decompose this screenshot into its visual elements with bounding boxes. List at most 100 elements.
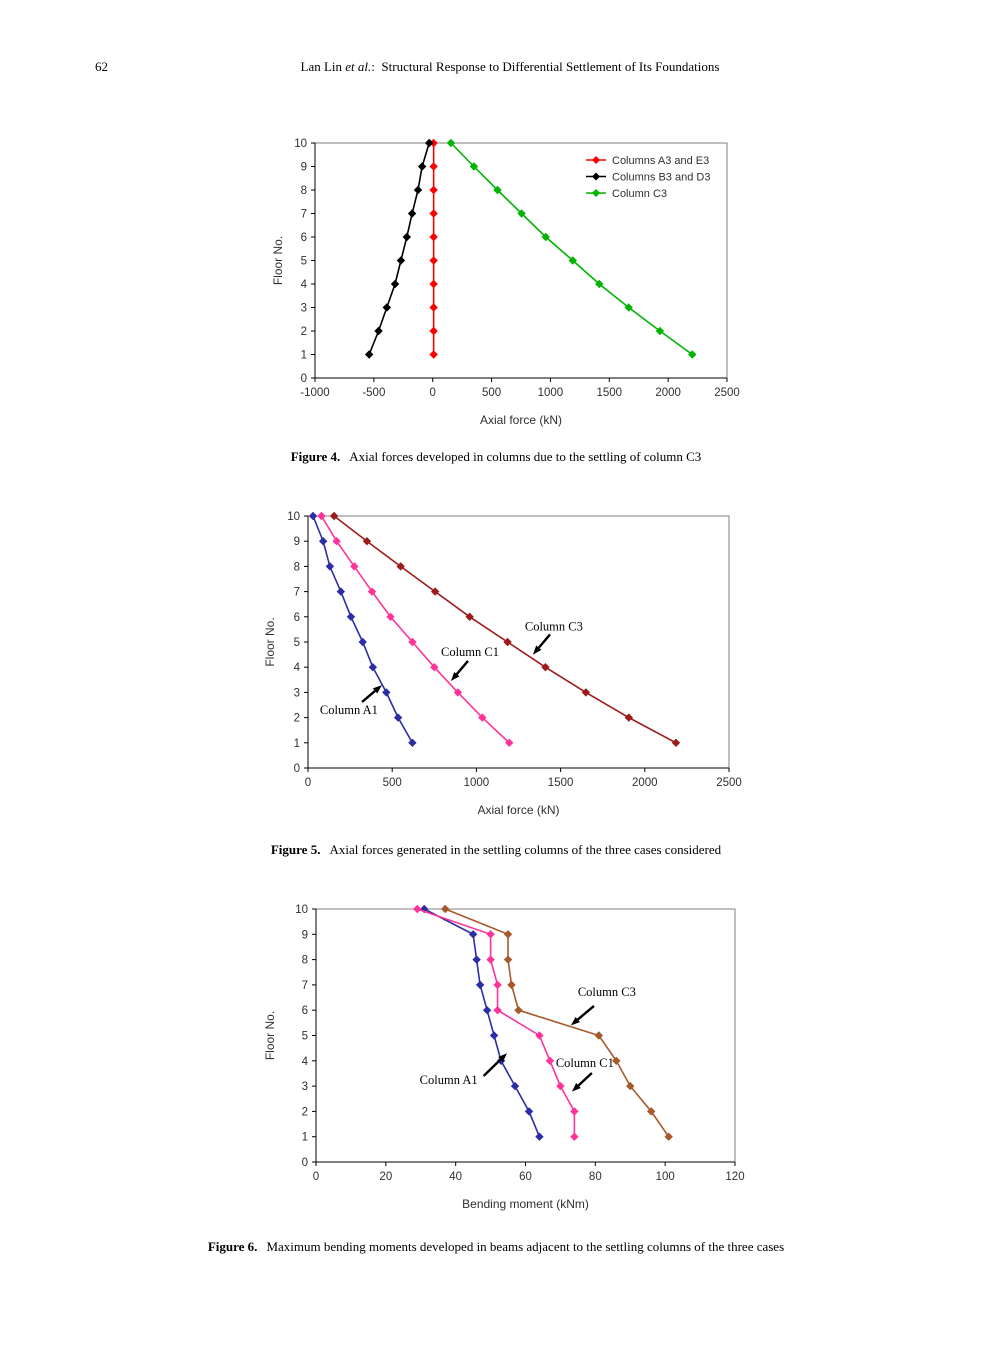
x-tick-label: 2500: [716, 777, 742, 789]
y-tick-label: 5: [302, 1031, 308, 1043]
data-point-marker: [440, 904, 450, 914]
series-column-a1: [420, 904, 544, 1141]
data-point-marker: [486, 930, 495, 939]
x-tick-label: 1500: [548, 777, 574, 789]
data-point-marker: [453, 688, 463, 697]
y-tick-label: 2: [302, 1106, 308, 1118]
data-point-marker: [393, 713, 403, 722]
data-point-marker: [503, 930, 513, 939]
y-axis: 0 1 2 3 4 5 6 7 8 9 10: [287, 511, 308, 775]
data-point-marker: [493, 980, 502, 990]
annotation-column-c3: Column C3: [525, 619, 583, 655]
data-point-marker: [556, 1081, 565, 1091]
y-tick-label: 9: [302, 929, 308, 941]
figure6-caption: Figure 6. Maximum bending moments develop…: [14, 1239, 978, 1255]
data-point-marker: [503, 955, 513, 964]
data-point-marker: [430, 662, 439, 672]
y-axis-title: Floor No.: [263, 1011, 277, 1060]
data-point-marker: [570, 1107, 579, 1116]
annotation-arrowhead: [450, 671, 460, 682]
y-tick-label: 5: [294, 637, 300, 649]
data-point-marker: [688, 350, 697, 359]
data-point-marker: [671, 738, 681, 748]
data-point-marker: [396, 256, 406, 265]
data-point-marker: [364, 350, 374, 359]
plot-border: [315, 908, 736, 1163]
series-columns-b3-and-d3: [364, 138, 434, 359]
annotation-label: Column A1: [420, 1073, 478, 1087]
data-point-marker: [510, 1081, 520, 1091]
figure5-caption-text: Axial forces generated in the settling c…: [329, 842, 722, 857]
data-point-marker: [517, 209, 526, 218]
x-tick-label: 1500: [596, 387, 622, 399]
data-point-marker: [570, 1132, 579, 1141]
legend-label: Columns A3 and E3: [612, 155, 709, 167]
annotation-arrowhead: [372, 685, 382, 694]
data-point-marker: [482, 1005, 492, 1015]
annotation-column-c3: Column C3: [570, 985, 636, 1026]
data-point-marker: [646, 1107, 656, 1116]
data-point-marker: [430, 587, 440, 596]
data-point-marker: [429, 256, 438, 265]
y-tick-label: 6: [302, 1005, 308, 1017]
data-point-marker: [386, 612, 395, 622]
x-axis-title: Axial force (kN): [480, 413, 562, 427]
header-paper-title: : Structural Response to Differential Se…: [371, 59, 720, 74]
header-authors: Lan Lin: [300, 59, 346, 74]
series-column-c3: [329, 511, 681, 748]
x-tick-label: 60: [519, 1171, 532, 1183]
x-tick-label: 1000: [538, 387, 564, 399]
y-tick-label: 7: [301, 209, 307, 221]
series-column-c3: [440, 904, 673, 1141]
annotation-arrowhead: [571, 1083, 581, 1092]
x-tick-label: 0: [305, 777, 311, 789]
y-axis-title: Floor No.: [271, 236, 285, 285]
data-point-marker: [408, 738, 417, 748]
data-point-marker: [514, 1005, 523, 1015]
data-point-marker: [429, 326, 438, 336]
data-point-marker: [541, 662, 550, 672]
x-tick-label: -500: [362, 387, 385, 399]
data-point-marker: [408, 637, 417, 647]
data-point-marker: [382, 303, 392, 312]
data-point-marker: [465, 612, 474, 622]
data-point-marker: [362, 536, 372, 546]
annotation-label: Column C1: [441, 645, 499, 659]
data-point-marker: [346, 612, 356, 622]
y-tick-label: 10: [287, 511, 300, 523]
y-tick-label: 3: [302, 1081, 308, 1093]
data-point-marker: [594, 1031, 604, 1040]
data-point-marker: [318, 536, 328, 546]
data-point-marker: [429, 185, 438, 195]
data-point-marker: [624, 303, 633, 312]
axes: [307, 516, 729, 769]
y-tick-label: 3: [294, 687, 300, 699]
figure6-chart: 0 20 40 60 80 100 120 0 1 2 3 4 5 6 7 8 9 10 Bending momen…: [263, 904, 745, 1211]
data-point-marker: [413, 904, 422, 914]
data-point-marker: [413, 185, 423, 195]
series-column-a1: [308, 511, 417, 748]
data-point-marker: [446, 138, 456, 148]
data-point-marker: [493, 1005, 502, 1015]
data-point-marker: [332, 536, 341, 546]
data-point-marker: [424, 138, 434, 148]
y-tick-label: 4: [302, 1056, 309, 1068]
data-point-marker: [417, 162, 427, 171]
series-column-c1: [413, 904, 579, 1141]
data-point-marker: [568, 256, 578, 265]
annotation-label: Column C3: [578, 985, 636, 999]
figure4-caption-label: Figure 4.: [290, 449, 341, 464]
data-point-marker: [486, 955, 495, 964]
x-axis: 0 20 40 60 80 100 120: [313, 1162, 745, 1183]
data-point-marker: [429, 303, 438, 312]
x-tick-label: 1000: [464, 777, 490, 789]
legend-marker: [591, 155, 601, 165]
x-tick-label: 500: [482, 387, 501, 399]
y-tick-label: 1: [301, 350, 307, 362]
y-tick-label: 4: [294, 662, 301, 674]
data-point-marker: [524, 1107, 534, 1116]
series-column-c1: [317, 511, 514, 748]
legend: Columns A3 and E3 Columns B3 and D3 Column…: [586, 155, 710, 200]
data-point-marker: [478, 713, 487, 722]
data-point-marker: [545, 1056, 555, 1066]
